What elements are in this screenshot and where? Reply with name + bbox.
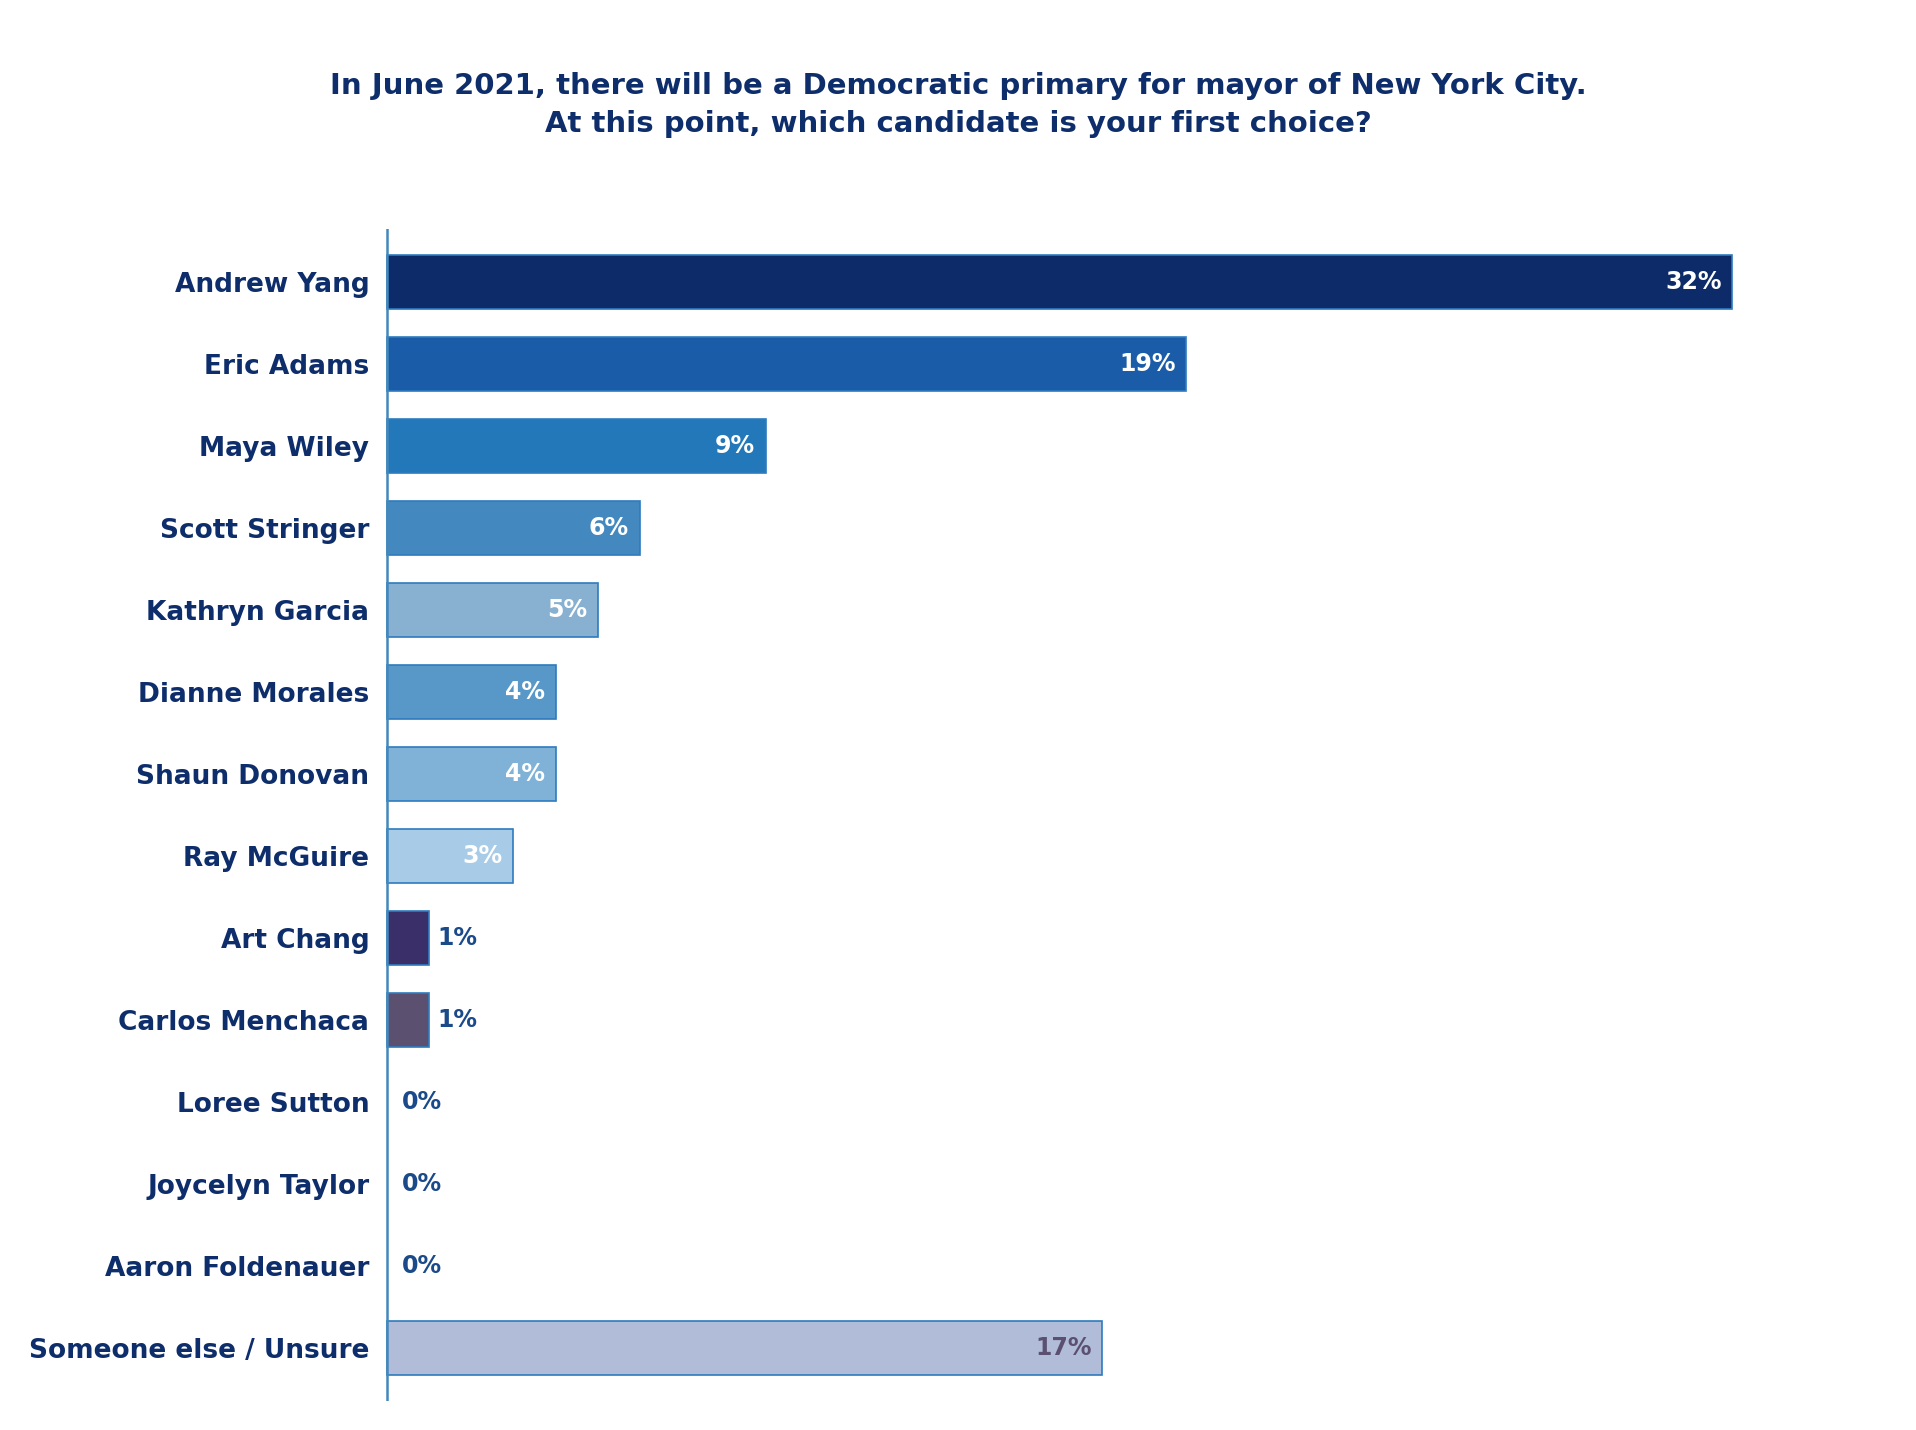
- Text: 0%: 0%: [402, 1090, 443, 1114]
- Text: 19%: 19%: [1119, 352, 1176, 376]
- Text: 6%: 6%: [588, 516, 628, 541]
- Bar: [387, 748, 556, 801]
- Text: 4%: 4%: [506, 762, 544, 787]
- Text: 5%: 5%: [546, 598, 586, 622]
- Bar: [387, 583, 598, 636]
- Bar: [387, 256, 1732, 309]
- Text: 0%: 0%: [402, 1173, 443, 1195]
- Text: 1%: 1%: [439, 1008, 477, 1032]
- Text: 3%: 3%: [464, 844, 504, 868]
- Text: 1%: 1%: [439, 927, 477, 950]
- Bar: [387, 419, 766, 473]
- Bar: [387, 994, 429, 1047]
- Text: 4%: 4%: [506, 681, 544, 704]
- Text: 0%: 0%: [402, 1254, 443, 1278]
- Text: 32%: 32%: [1665, 270, 1722, 295]
- Bar: [387, 502, 640, 555]
- Bar: [387, 1321, 1102, 1374]
- Bar: [387, 829, 513, 882]
- Text: In June 2021, there will be a Democratic primary for mayor of New York City.
At : In June 2021, there will be a Democratic…: [330, 72, 1586, 139]
- Bar: [387, 665, 556, 719]
- Text: 17%: 17%: [1035, 1336, 1092, 1360]
- Text: 9%: 9%: [715, 435, 755, 458]
- Bar: [387, 337, 1186, 390]
- Bar: [387, 911, 429, 965]
